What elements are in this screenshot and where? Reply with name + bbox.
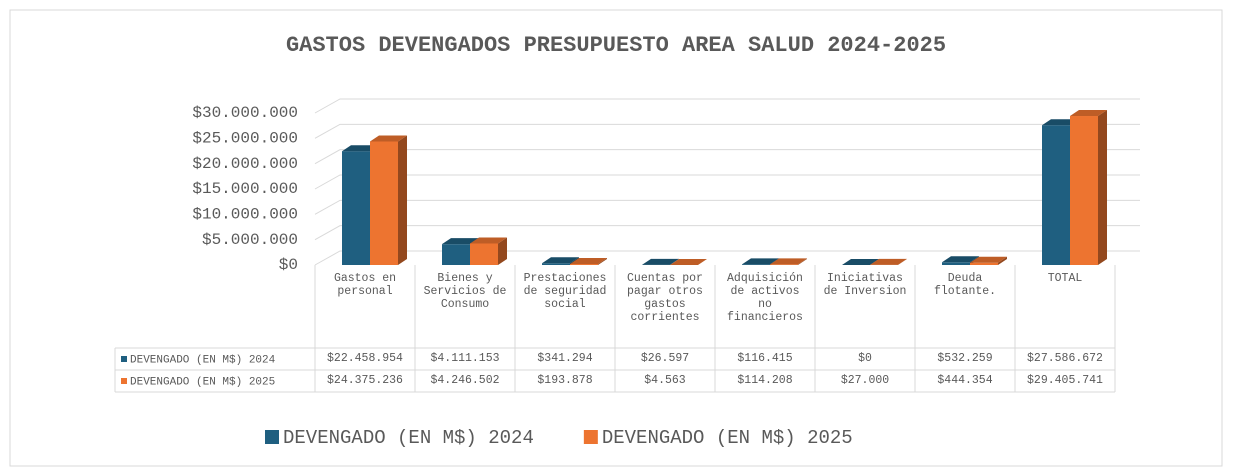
bar-front — [570, 264, 598, 265]
bar-top — [770, 258, 807, 265]
bar-top — [970, 256, 1007, 263]
chart-title: GASTOS DEVENGADOS PRESUPUESTO AREA SALUD… — [286, 33, 946, 58]
table-value: $27.000 — [840, 374, 890, 387]
bar-top — [470, 237, 507, 244]
y-tick-label: $30.000.000 — [192, 104, 298, 122]
bar-front — [1042, 125, 1070, 265]
bar-side — [698, 258, 707, 265]
table-value: $24.375.236 — [327, 374, 403, 387]
bar-side — [1098, 110, 1107, 265]
x-tick-label: Deuda flotante. — [933, 272, 997, 298]
bar-top — [342, 145, 379, 152]
table-value: $4.563 — [644, 374, 686, 387]
table-value: $193.878 — [537, 374, 593, 387]
bar-front — [370, 141, 398, 265]
bar-side — [598, 258, 607, 265]
grid-line — [314, 149, 1140, 165]
x-tick-label: Gastos en personal — [333, 272, 397, 298]
bar-side — [898, 258, 907, 265]
bar-front — [970, 262, 998, 265]
bar-top — [942, 256, 979, 263]
bar-top — [542, 257, 579, 264]
bar-side — [670, 258, 679, 265]
y-tick-label: $5.000.000 — [202, 231, 298, 249]
table-value: $114.208 — [737, 374, 793, 387]
bar-front — [342, 151, 370, 265]
x-tick-label: Cuentas por pagar otros gastos corriente… — [627, 272, 703, 324]
table-value: $116.415 — [737, 352, 793, 365]
bar-front — [1070, 116, 1098, 265]
x-tick-label: Bienes y Servicios de Consumo — [423, 272, 507, 311]
bar-front — [942, 262, 970, 265]
grid-line — [314, 250, 1140, 266]
table-legend-key — [121, 356, 127, 362]
x-tick-label: Adquisición de activos no financieros — [727, 272, 803, 324]
x-tick-label: Prestaciones de seguridad social — [523, 272, 607, 311]
x-tick-label: TOTAL — [1047, 272, 1083, 285]
table-value: $26.597 — [640, 352, 690, 365]
bar-front — [470, 243, 498, 265]
bar-top — [870, 258, 907, 265]
grid-line — [314, 98, 1140, 114]
bar — [642, 258, 679, 265]
bar-side — [998, 256, 1007, 265]
bar — [470, 237, 507, 265]
table-row-label: DEVENGADO (EN M$) 2024 — [130, 354, 276, 366]
y-tick-label: $0 — [279, 256, 298, 274]
bar-top — [570, 258, 607, 265]
table-value: $444.354 — [937, 374, 993, 387]
bar-front — [742, 264, 770, 265]
bar-side — [798, 258, 807, 265]
table-value: $532.259 — [937, 352, 993, 365]
bar-top — [670, 258, 707, 265]
bar-top — [1042, 119, 1079, 126]
y-tick-label: $10.000.000 — [192, 206, 298, 224]
bar-top — [442, 238, 479, 245]
bar-top — [642, 258, 679, 265]
grid-line — [314, 174, 1140, 190]
bar-front — [542, 263, 570, 265]
legend-label: DEVENGADO (EN M$) 2024 — [283, 427, 534, 449]
table-row-label: DEVENGADO (EN M$) 2025 — [130, 376, 275, 388]
bar-top — [742, 258, 779, 265]
bar — [570, 258, 607, 265]
bar — [970, 256, 1007, 265]
table-value: $0 — [858, 352, 872, 365]
bar — [670, 258, 707, 265]
y-tick-label: $15.000.000 — [192, 180, 298, 198]
table-value: $27.586.672 — [1027, 352, 1103, 365]
bar-top — [1070, 110, 1107, 117]
table-value: $29.405.741 — [1027, 374, 1103, 387]
grid-line — [314, 199, 1140, 215]
table-value: $4.111.153 — [430, 352, 500, 365]
bar-top — [370, 135, 407, 142]
bar — [842, 259, 879, 265]
legend-key — [265, 430, 279, 444]
grid-line — [314, 123, 1140, 139]
bar — [370, 135, 407, 265]
legend-label: DEVENGADO (EN M$) 2025 — [602, 427, 853, 449]
chart-border — [9, 9, 1223, 467]
bar — [770, 258, 807, 265]
bar-side — [398, 135, 407, 265]
table-value: $341.294 — [537, 352, 593, 365]
table-legend-key — [121, 378, 127, 384]
bar-front — [442, 244, 470, 265]
y-tick-label: $25.000.000 — [192, 130, 298, 148]
bar-top — [842, 259, 879, 265]
bar — [1070, 110, 1107, 265]
grid-line — [314, 225, 1140, 241]
table-value: $22.458.954 — [327, 352, 403, 365]
bar-front — [770, 264, 798, 265]
x-tick-label: Iniciativas de Inversion — [823, 272, 907, 298]
y-tick-label: $20.000.000 — [192, 155, 298, 173]
bar-side — [498, 237, 507, 265]
bar — [870, 258, 907, 265]
legend-key — [583, 430, 598, 444]
table-value: $4.246.502 — [430, 374, 500, 387]
